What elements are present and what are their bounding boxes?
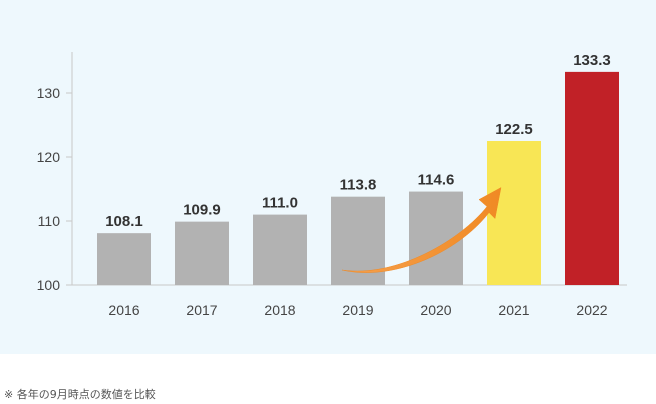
x-tick-label-2021: 2021 [498, 302, 529, 318]
chart-panel: 100 110 120 130 108.1 2016 109.9 2017 111.0 2018… [0, 0, 656, 354]
x-tick-label-2022: 2022 [576, 302, 607, 318]
bar-chart: 100 110 120 130 108.1 2016 109.9 2017 111.0 2018… [37, 52, 627, 318]
footnote: ※ 各年の9月時点の数値を比較 [4, 388, 156, 401]
bar-2018 [253, 214, 307, 285]
x-tick-label-2017: 2017 [186, 302, 217, 318]
x-tick-label-2019: 2019 [342, 302, 373, 318]
growth-arrow [341, 187, 502, 273]
data-label-2021: 122.5 [495, 121, 533, 138]
bar-2017 [175, 221, 229, 285]
data-label-2022: 133.3 [573, 52, 611, 69]
data-label-2018: 111.0 [262, 195, 298, 212]
data-label-2020: 114.6 [418, 172, 455, 189]
y-tick-label: 100 [37, 277, 61, 293]
x-tick-label-2016: 2016 [108, 302, 139, 318]
y-tick-label: 110 [38, 213, 61, 229]
y-tick-label: 130 [37, 85, 61, 101]
data-label-2019: 113.8 [340, 177, 377, 194]
data-label-2017: 109.9 [183, 202, 221, 219]
data-label-2016: 108.1 [105, 213, 143, 230]
x-tick-label-2018: 2018 [264, 302, 295, 318]
x-tick-label-2020: 2020 [420, 302, 451, 318]
bar-2022 [565, 71, 619, 285]
y-tick-label: 120 [37, 149, 61, 165]
bar-2016 [97, 233, 151, 285]
